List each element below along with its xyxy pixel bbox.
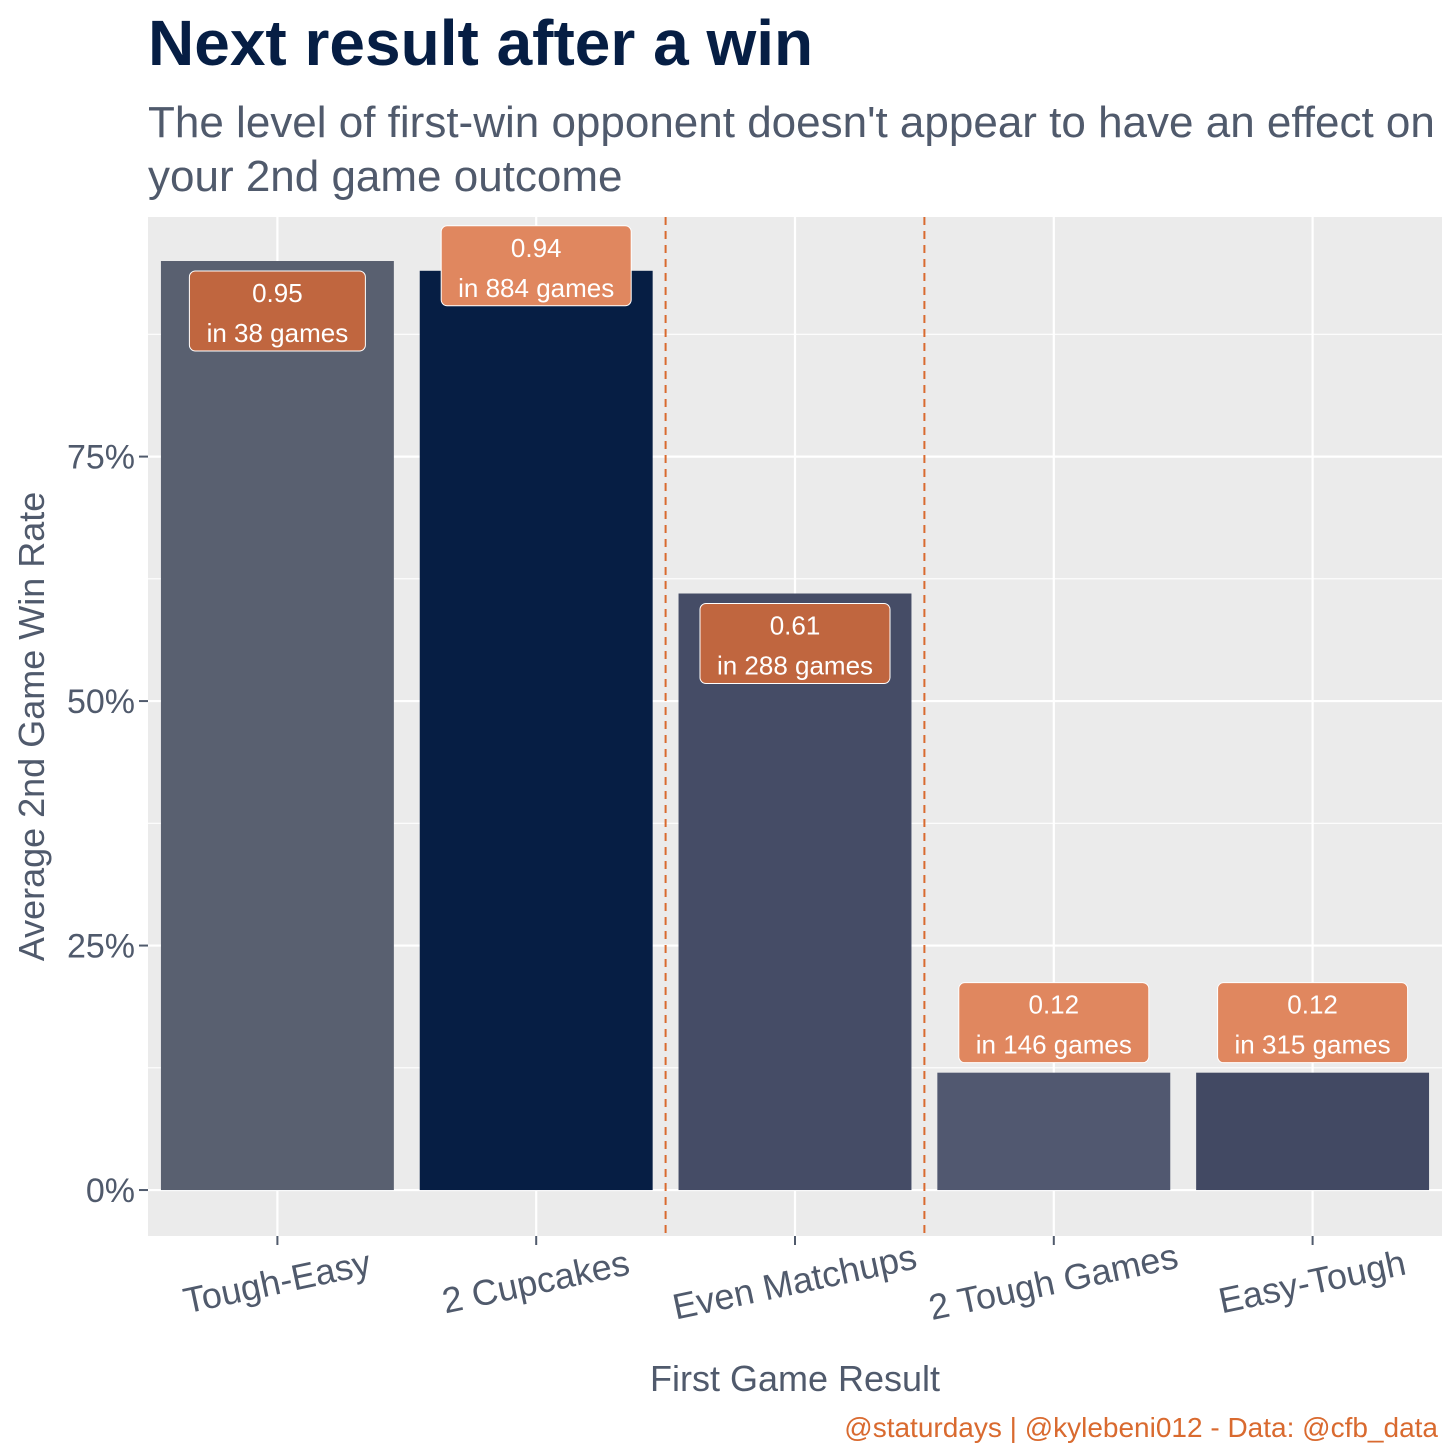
bar-label-value: 0.95 — [252, 278, 303, 308]
bar-label-box — [958, 982, 1150, 1064]
bar-label-box — [699, 603, 891, 685]
bar-label-games: in 884 games — [458, 273, 614, 303]
y-tick-label: 50% — [67, 683, 135, 721]
bars — [160, 261, 1430, 1191]
y-axis-title: Average 2nd Game Win Rate — [11, 492, 52, 962]
bar-label-value: 0.12 — [1287, 990, 1338, 1020]
x-axis: Tough-Easy 2 Cupcakes Even Matchups 2 Tough… — [180, 1235, 1410, 1328]
bar-label: 0.12 in 146 games — [958, 982, 1150, 1064]
bar-label-games: in 38 games — [207, 318, 349, 348]
chart-subtitle: The level of first-win opponent doesn't … — [148, 98, 1435, 201]
bar-labels: 0.95 in 38 games 0.94 in 884 games 0.61 in 28… — [188, 225, 1409, 1064]
x-tick-label: 2 Tough Games — [925, 1235, 1181, 1328]
bar — [419, 270, 653, 1191]
divider-lines — [664, 217, 926, 1236]
bar-label-box — [188, 270, 366, 352]
bar-label-box — [1217, 982, 1409, 1064]
bar — [1196, 1072, 1430, 1191]
bar — [160, 261, 394, 1191]
x-tick-label: Easy-Tough — [1215, 1242, 1409, 1322]
bar-label: 0.12 in 315 games — [1217, 982, 1409, 1064]
bar-label-value: 0.12 — [1028, 990, 1079, 1020]
bar-label-games: in 146 games — [976, 1030, 1132, 1060]
y-tick-label: 75% — [67, 439, 135, 477]
bar-label: 0.94 in 884 games — [440, 225, 632, 307]
bar-label-box — [440, 225, 632, 307]
y-tick-label: 0% — [86, 1172, 135, 1210]
x-tick-label: Tough-Easy — [180, 1242, 374, 1322]
bar-label-value: 0.61 — [770, 611, 821, 641]
bar-label-value: 0.94 — [511, 233, 562, 263]
bar-label-games: in 288 games — [717, 651, 873, 681]
x-tick-label: 2 Cupcakes — [438, 1242, 632, 1322]
x-tick-label: Even Matchups — [669, 1236, 920, 1328]
bar-label-games: in 315 games — [1235, 1030, 1391, 1060]
y-axis: 0% 25% 50% 75% — [67, 439, 148, 1210]
caption: @staturdays | @kylebeni012 - Data: @cfb_… — [844, 1412, 1438, 1443]
bar-label: 0.61 in 288 games — [699, 603, 891, 685]
bar — [937, 1072, 1171, 1191]
bar-label: 0.95 in 38 games — [188, 270, 366, 352]
bar — [678, 593, 912, 1191]
x-axis-title: First Game Result — [650, 1358, 940, 1399]
y-tick-label: 25% — [67, 928, 135, 966]
chart-title: Next result after a win — [148, 7, 814, 79]
